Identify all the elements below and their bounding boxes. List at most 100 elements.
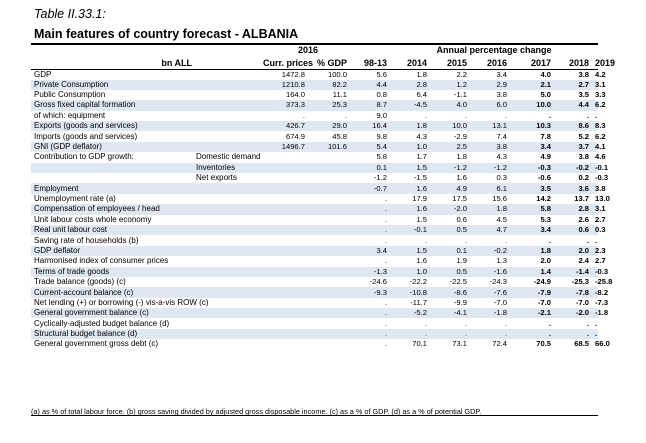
cell-value: -25.8: [595, 277, 613, 287]
cell-value: .: [548, 110, 551, 120]
cell-value: 66.0: [595, 339, 610, 349]
cell-value: 373.3: [263, 100, 311, 111]
row-label: GDP deflator: [31, 245, 196, 257]
cell-value: .: [353, 308, 393, 319]
table-row: Net lending (+) or borrowing (-) vis-a-v…: [31, 297, 609, 308]
table-title: Main features of country forecast - ALBA…: [34, 27, 299, 41]
cell-value: [263, 339, 311, 349]
cell-value: .: [586, 235, 590, 245]
cell-value: 6.1: [473, 183, 513, 194]
table-row: Structural budget balance (d).......: [31, 328, 599, 340]
cell-value: 4.7: [473, 224, 513, 236]
cell-value: 3.5: [578, 90, 590, 100]
cell-value: .: [548, 318, 551, 328]
cell-value: .: [384, 318, 387, 328]
row-label: Exports (goods and services): [31, 121, 196, 132]
table-row: Saving rate of households (b).......: [31, 235, 598, 245]
footnote: (a) as % of total labour force. (b) gros…: [31, 407, 482, 416]
cell-value: 3.8: [595, 183, 606, 194]
cell-value: 4.9: [433, 183, 473, 194]
cell-value: .: [424, 110, 427, 120]
cell-value: -1.6: [473, 266, 513, 277]
table-row: Gross fixed capital formation 373.3 25.3 8.…: [31, 100, 606, 111]
cell-value: 2.9: [473, 79, 513, 90]
cell-value: -0.2: [557, 162, 596, 174]
cell-value: -24.6: [369, 277, 387, 287]
cell-value: [311, 266, 353, 277]
cell-value: [263, 318, 311, 328]
row-label: Contribution to GDP growth:: [34, 152, 134, 162]
cell-value: 2.0: [557, 245, 596, 257]
cell-value: 5.0: [540, 90, 551, 100]
cell-value: 4.2: [595, 69, 606, 79]
cell-value: 1.8: [513, 245, 557, 257]
cell-value: -1.4: [557, 266, 596, 277]
cell-value: 3.1: [595, 79, 606, 90]
cell-value: -10.8: [393, 287, 433, 298]
row-label: General government balance (c): [31, 308, 196, 319]
cell-value: 1472.8: [281, 69, 305, 79]
top-rule: [31, 43, 598, 45]
cell-value: 13.1: [473, 121, 513, 132]
cell-value: .: [353, 328, 393, 340]
cell-value: 1.8: [473, 204, 513, 215]
cell-value: -2.1: [513, 308, 557, 319]
cell-value: -1.2: [373, 173, 387, 183]
table-row: Employment -0.7 1.6 4.9 6.1 3.5 3.6 3.8: [31, 183, 606, 194]
row-label: Public Consumption: [34, 90, 106, 100]
cell-value: -1.8: [595, 308, 609, 319]
table-row: Terms of trade goods -1.3 1.0 0.5 -1.6 1.4 -1.…: [31, 266, 608, 277]
cell-value: 5.3: [540, 214, 551, 224]
cell-value: [311, 152, 353, 162]
cell-value: -7.0: [537, 297, 551, 307]
table-row: GDP deflator 3.4 1.5 0.1 -0.2 1.8 2.0 2.3: [31, 245, 606, 257]
cell-value: .: [586, 110, 590, 120]
cell-value: .: [473, 328, 513, 340]
table-row: Inventories 0.1 1.5 -1.2 -1.2 -0.3 -0.2 -0.1: [31, 162, 608, 174]
cell-value: 1210.8: [263, 79, 311, 90]
cell-value: 1.8: [416, 69, 427, 79]
table-row: Trade balance (goods) (c) -24.6 -22.2 -22.5…: [31, 277, 613, 287]
cell-value: 0.5: [433, 224, 473, 236]
table-row: Private Consumption 1210.8 82.2 4.4 2.8 1.2 2.…: [31, 79, 606, 90]
cell-value: 9.8: [376, 131, 387, 141]
cell-value: 4.9: [540, 152, 551, 162]
row-sublabel: [196, 328, 263, 340]
cell-value: 2.1: [513, 79, 557, 90]
cell-value: .: [595, 110, 598, 120]
row-label: Gross fixed capital formation: [31, 100, 196, 111]
cell-value: -7.3: [595, 297, 609, 307]
row-label: Unit labour costs whole economy: [34, 214, 152, 224]
cell-value: 45.8: [332, 131, 347, 141]
cell-value: 0.3: [496, 173, 507, 183]
row-label: Cyclically-adjusted budget balance (d): [34, 318, 170, 328]
cell-value: [263, 298, 311, 308]
cell-value: 6.2: [595, 100, 606, 111]
row-label: Unemployment rate (a): [34, 193, 116, 203]
row-label: Imports (goods and services): [34, 131, 138, 141]
cell-value: [311, 298, 353, 308]
cell-value: 1.8: [456, 152, 467, 162]
row-sublabel: [196, 287, 263, 298]
cell-value: .: [464, 110, 467, 120]
cell-value: 0.2: [578, 173, 590, 183]
cell-value: .: [433, 328, 473, 340]
cell-value: 426.7: [263, 121, 311, 132]
cell-value: -0.6: [537, 173, 551, 183]
table-row: Current-account balance (c) -9.3 -10.8 -8.6…: [31, 287, 608, 298]
cell-value: 1.0: [393, 141, 433, 153]
cell-value: [263, 308, 311, 319]
cell-value: 82.2: [311, 79, 353, 90]
cell-value: 4.6: [595, 152, 606, 162]
header-2016: 2016: [297, 45, 319, 56]
cell-value: [263, 224, 311, 236]
cell-value: 1496.7: [263, 141, 311, 153]
cell-value: 0.6: [557, 224, 596, 236]
cell-value: 3.6: [557, 183, 596, 194]
header-group-row: 2016 Annual percentage change: [31, 45, 598, 57]
row-label: Private Consumption: [31, 79, 196, 90]
table-row: Cyclically-adjusted budget balance (d)..…: [31, 318, 598, 328]
cell-value: 2.7: [595, 214, 606, 224]
cell-value: 3.7: [557, 141, 596, 153]
table-row: Compensation of employees / head. 1.6 -2.0…: [31, 204, 606, 215]
